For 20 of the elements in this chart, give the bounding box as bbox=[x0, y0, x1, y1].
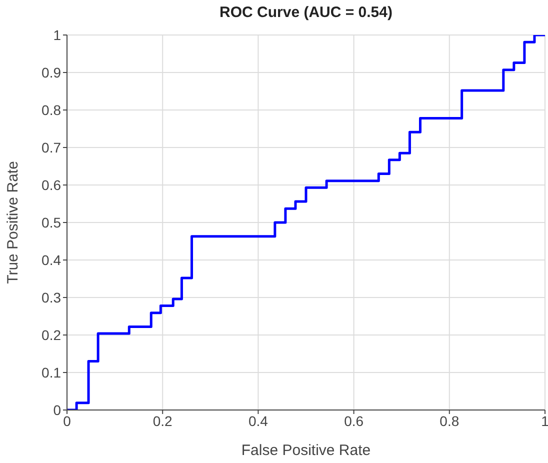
y-tick-label: 0 bbox=[53, 402, 62, 418]
x-tick-label: 0 bbox=[63, 412, 72, 429]
y-tick-label: 0.4 bbox=[42, 252, 62, 268]
y-tick-label: 0.9 bbox=[42, 64, 62, 80]
x-tick-label: 0.4 bbox=[248, 412, 268, 429]
y-axis-title: True Positive Rate bbox=[4, 161, 22, 284]
chart-title: ROC Curve (AUC = 0.54) bbox=[218, 4, 394, 21]
y-tick-label: 0.5 bbox=[42, 214, 62, 230]
x-tick-label: 1 bbox=[541, 412, 548, 429]
y-tick-label: 0.8 bbox=[42, 102, 62, 118]
x-tick-label: 0.8 bbox=[440, 412, 460, 429]
y-tick-label: 0.3 bbox=[42, 289, 62, 306]
x-tick-label: 0.2 bbox=[152, 412, 173, 429]
y-tick-label: 1 bbox=[53, 26, 62, 43]
x-tick-label: 0.6 bbox=[344, 412, 364, 429]
x-axis-title: False Positive Rate bbox=[241, 442, 371, 459]
y-tick-label: 0.2 bbox=[42, 326, 62, 343]
y-tick-label: 0.6 bbox=[42, 176, 62, 193]
y-tick-label: 0.1 bbox=[42, 364, 62, 380]
y-tick-label: 0.7 bbox=[42, 139, 62, 156]
